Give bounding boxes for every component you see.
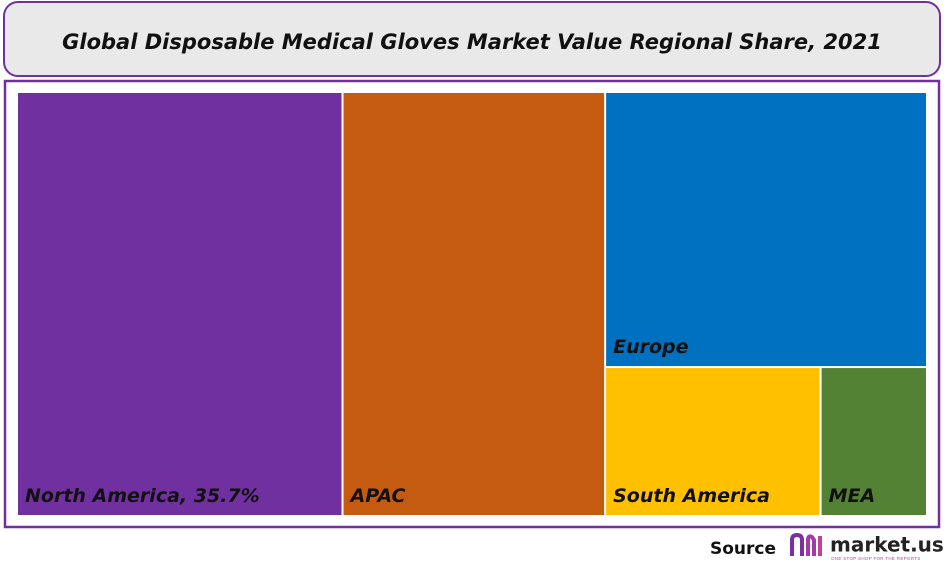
source-label: Source bbox=[710, 539, 776, 559]
tile-label: South America bbox=[613, 485, 770, 507]
title-box bbox=[3, 1, 941, 77]
tile bbox=[606, 368, 820, 515]
brand-name: market.us bbox=[830, 533, 944, 557]
tile-label: North America, 35.7% bbox=[25, 485, 260, 507]
tile bbox=[343, 93, 605, 515]
tile bbox=[821, 368, 926, 515]
logo-icon bbox=[790, 532, 822, 556]
tile bbox=[18, 93, 342, 515]
tile-label: Europe bbox=[613, 336, 689, 358]
tile-label: MEA bbox=[829, 485, 876, 507]
tile bbox=[606, 93, 926, 367]
tile-label: APAC bbox=[349, 485, 406, 507]
chart-title: Global Disposable Medical Gloves Market … bbox=[62, 30, 882, 54]
brand-tagline: ONE STOP SHOP FOR THE REPORTS bbox=[831, 556, 921, 561]
treemap: North America, 35.7% APAC Europe South Amer… bbox=[18, 93, 926, 515]
